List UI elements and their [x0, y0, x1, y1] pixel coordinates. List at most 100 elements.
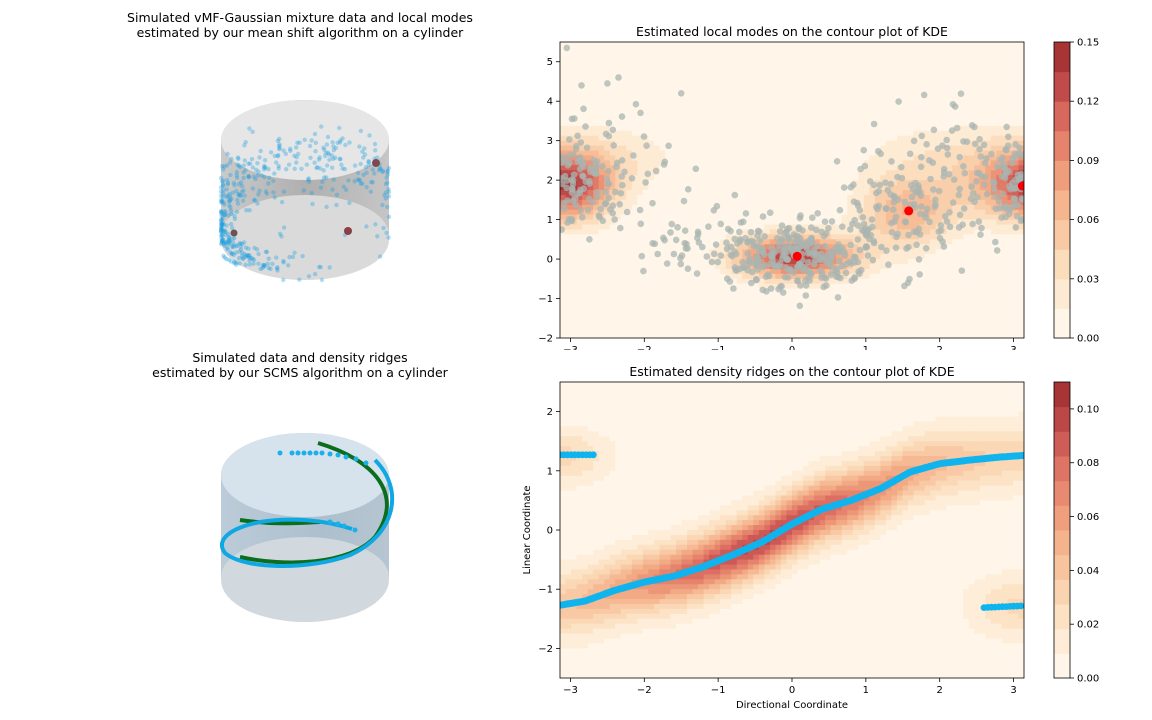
density-cell	[676, 209, 683, 216]
density-cell	[1018, 71, 1024, 78]
density-cell	[626, 76, 633, 83]
density-cell	[841, 278, 848, 285]
density-cell	[560, 76, 567, 83]
density-cell	[858, 71, 865, 78]
density-cell	[924, 160, 931, 166]
density-cell	[819, 175, 826, 181]
density-cell	[593, 180, 600, 186]
density-cell	[1001, 130, 1009, 137]
density-cell	[924, 229, 931, 235]
density-cell	[769, 42, 777, 48]
density-cell	[626, 283, 633, 290]
density-cell	[792, 199, 799, 206]
density-cell	[902, 160, 909, 166]
density-cell	[869, 42, 876, 48]
density-cell	[725, 140, 732, 147]
density-cell	[764, 298, 771, 305]
density-cell	[736, 101, 743, 107]
density-cell	[653, 199, 661, 206]
data-point	[237, 241, 242, 246]
density-cell	[891, 268, 898, 275]
density-cell	[863, 190, 870, 196]
density-cell	[692, 111, 699, 117]
density-cell	[1007, 106, 1014, 112]
density-cell	[747, 288, 754, 295]
density-cell	[664, 101, 672, 107]
density-cell	[714, 283, 721, 290]
data-point	[314, 165, 319, 171]
density-cell	[731, 96, 738, 102]
density-cell	[764, 155, 771, 161]
density-cell	[990, 56, 997, 63]
density-cell	[919, 264, 926, 270]
data-point	[227, 238, 232, 243]
density-cell	[808, 175, 815, 181]
density-cell	[653, 175, 661, 181]
density-cell	[1012, 86, 1020, 92]
data-point	[228, 172, 233, 178]
data-point	[221, 221, 226, 226]
density-cell	[852, 298, 859, 305]
density-cell	[902, 185, 909, 191]
density-cell	[979, 199, 986, 206]
density-cell	[902, 150, 909, 157]
data-point	[238, 244, 243, 249]
density-cell	[814, 145, 821, 152]
density-cell	[847, 165, 854, 171]
density-cell	[620, 204, 627, 211]
density-cell	[664, 86, 672, 92]
density-cell	[968, 76, 975, 83]
density-cell	[582, 268, 589, 275]
density-cell	[780, 155, 788, 161]
density-cell	[841, 76, 848, 83]
density-cell	[808, 204, 815, 211]
data-point	[277, 142, 282, 147]
data-point	[250, 129, 255, 134]
density-cell	[764, 42, 771, 48]
density-cell	[637, 175, 644, 181]
density-cell	[891, 185, 898, 191]
density-cell	[885, 130, 893, 137]
density-cell	[681, 101, 688, 107]
density-cell	[952, 194, 959, 201]
density-cell	[996, 185, 1003, 191]
density-cell	[985, 244, 992, 250]
density-cell	[847, 199, 854, 206]
density-cell	[819, 86, 826, 92]
density-cell	[576, 234, 583, 240]
density-cell	[974, 185, 981, 191]
density-cell	[935, 204, 942, 211]
density-cell	[731, 135, 738, 142]
density-cell	[963, 86, 970, 92]
density-cell	[648, 224, 655, 231]
density-cell	[664, 66, 672, 73]
density-cell	[968, 170, 975, 176]
density-cell	[659, 249, 666, 255]
density-cell	[764, 125, 771, 132]
density-cell	[863, 249, 870, 255]
density-cell	[836, 140, 843, 147]
density-cell	[957, 288, 964, 295]
density-cell	[874, 303, 881, 309]
density-cell	[930, 76, 937, 83]
data-point	[238, 193, 244, 199]
density-cell	[896, 116, 904, 122]
density-cell	[576, 111, 583, 117]
density-cell	[565, 288, 572, 295]
density-cell	[698, 259, 705, 265]
density-cell	[587, 140, 594, 147]
density-cell	[819, 194, 826, 201]
density-cell	[753, 219, 760, 226]
density-cell	[620, 199, 627, 206]
density-cell	[604, 273, 611, 280]
density-cell	[786, 116, 793, 122]
density-cell	[841, 175, 848, 181]
data-point	[219, 223, 224, 228]
density-cell	[670, 278, 677, 285]
density-cell	[780, 150, 788, 157]
density-cell	[803, 106, 810, 112]
data-point	[338, 138, 343, 143]
data-point	[221, 167, 226, 172]
density-cell	[692, 170, 699, 176]
density-cell	[687, 249, 694, 255]
